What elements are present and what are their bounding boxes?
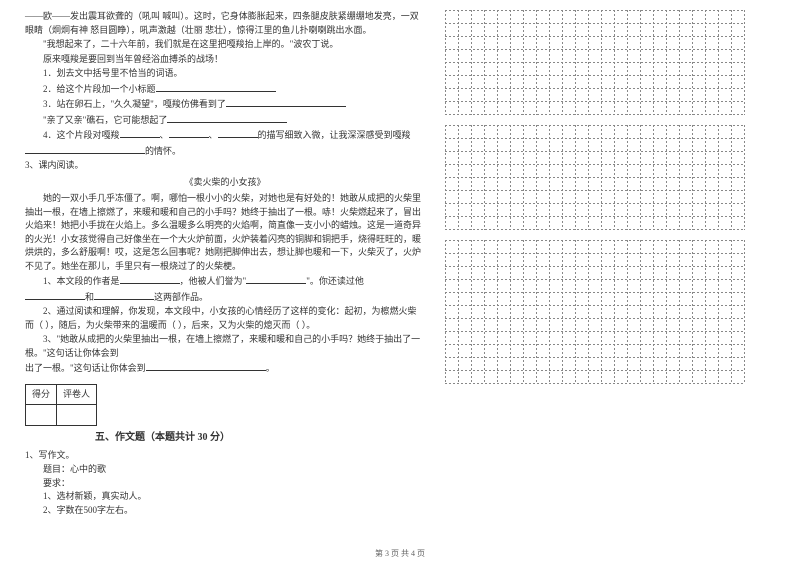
blank bbox=[218, 128, 258, 138]
story-q1-cont: 和 这两部作品。 bbox=[25, 290, 425, 305]
question-3b: "亲了又亲"礁石，它可能想起了 bbox=[25, 113, 425, 128]
item-3: 3、课内阅读。 bbox=[25, 159, 425, 173]
score-cell-right: 评卷人 bbox=[57, 384, 97, 405]
blank bbox=[94, 290, 154, 300]
question-1: 1．划去文中括号里不恰当的词语。 bbox=[25, 67, 425, 81]
question-3a: 3．站在卵石上，"久久凝望"，嘎羧仿佛看到了 bbox=[25, 97, 425, 112]
writing-1: 1、写作文。 bbox=[25, 449, 425, 463]
q4a-text: 4．这个片段对嘎羧 bbox=[43, 130, 120, 140]
passage-line: 原来嘎羧是要回到当年曾经浴血搏杀的战场！ bbox=[25, 53, 425, 67]
score-empty bbox=[26, 405, 57, 426]
writing-grid-2 bbox=[445, 125, 755, 230]
question-2: 2．给这个片段加一个小标题 bbox=[25, 82, 425, 97]
page-footer: 第 3 页 共 4 页 bbox=[0, 548, 800, 559]
writing-grid-1 bbox=[445, 10, 755, 115]
sq1d-text: 和 bbox=[85, 292, 94, 302]
story-title: 《卖火柴的小女孩》 bbox=[25, 176, 425, 190]
blank bbox=[25, 144, 145, 154]
q4d-text: 的描写细致入微，让我深深感受到嘎羧 bbox=[258, 130, 411, 140]
writing-grid-3 bbox=[445, 240, 755, 384]
q4b-text: 、 bbox=[160, 130, 169, 140]
writing-req2: 2、字数在500字左右。 bbox=[25, 504, 425, 518]
q4e-text: 的情怀。 bbox=[145, 146, 181, 156]
sq3a-text: 3、"她敢从成把的火柴里抽出一根，在墙上擦燃了，来暖和暖和自己的小手吗？她终于抽… bbox=[25, 334, 420, 358]
story-q2: 2、通过阅读和理解，你发现，本文段中，小女孩的心情经历了这样的变化：起初，为檫燃… bbox=[25, 305, 425, 332]
q2-text: 2．给这个片段加一个小标题 bbox=[43, 84, 156, 94]
blank bbox=[226, 97, 346, 107]
blank bbox=[169, 128, 209, 138]
score-table: 得分 评卷人 bbox=[25, 384, 97, 426]
story-q3-cont: 出了一根。"这句话让你体会到 。 bbox=[25, 361, 425, 376]
blank bbox=[146, 361, 266, 371]
writing-topic: 题目：心中的歌 bbox=[25, 463, 425, 477]
writing-req: 要求： bbox=[25, 477, 425, 491]
story-q1: 1、本文段的作者是 ，他被人们誉为" "。你还读过他 bbox=[25, 274, 425, 289]
score-cell-left: 得分 bbox=[26, 384, 57, 405]
question-4e: 的情怀。 bbox=[25, 144, 425, 159]
q3b-text: "亲了又亲"礁石，它可能想起了 bbox=[43, 115, 167, 125]
q3a-text: 3．站在卵石上，"久久凝望"，嘎羧仿佛看到了 bbox=[43, 99, 226, 109]
passage-line: ——欧——发出震耳欲聋的（吼叫 喊叫）。这时，它身体膨胀起来，四条腿皮肤紧绷绷地… bbox=[25, 10, 425, 37]
sq1a-text: 1、本文段的作者是 bbox=[43, 276, 120, 286]
right-column bbox=[445, 10, 755, 517]
blank bbox=[120, 128, 160, 138]
left-column: ——欧——发出震耳欲聋的（吼叫 喊叫）。这时，它身体膨胀起来，四条腿皮肤紧绷绷地… bbox=[25, 10, 425, 517]
passage-line: "我想起来了，二十六年前，我们就是在这里把嘎羧抬上岸的。"波农丁说。 bbox=[25, 38, 425, 52]
blank bbox=[156, 82, 276, 92]
sq1c-text: "。你还读过他 bbox=[306, 276, 364, 286]
q4c-text: 、 bbox=[209, 130, 218, 140]
blank bbox=[246, 274, 306, 284]
question-4: 4．这个片段对嘎羧 、 、 的描写细致入微，让我深深感受到嘎羧 bbox=[25, 128, 425, 143]
blank bbox=[120, 274, 180, 284]
sq3b-text: 。 bbox=[266, 363, 275, 373]
section-5-title: 五、作文题（本题共计 30 分） bbox=[95, 430, 425, 445]
score-empty bbox=[57, 405, 97, 426]
writing-req1: 1、选材新颖，真实动人。 bbox=[25, 490, 425, 504]
sq1e-text: 这两部作品。 bbox=[154, 292, 208, 302]
sq1b-text: ，他被人们誉为" bbox=[180, 276, 247, 286]
sq3-cont-text: 出了一根。"这句话让你体会到 bbox=[25, 363, 146, 373]
blank bbox=[167, 113, 287, 123]
blank bbox=[25, 290, 85, 300]
story-q3: 3、"她敢从成把的火柴里抽出一根，在墙上擦燃了，来暖和暖和自己的小手吗？她终于抽… bbox=[25, 333, 425, 360]
story-para: 她的一双小手几乎冻僵了。啊，哪怕一根小小的火柴，对她也是有好处的！她敢从成把的火… bbox=[25, 192, 425, 273]
